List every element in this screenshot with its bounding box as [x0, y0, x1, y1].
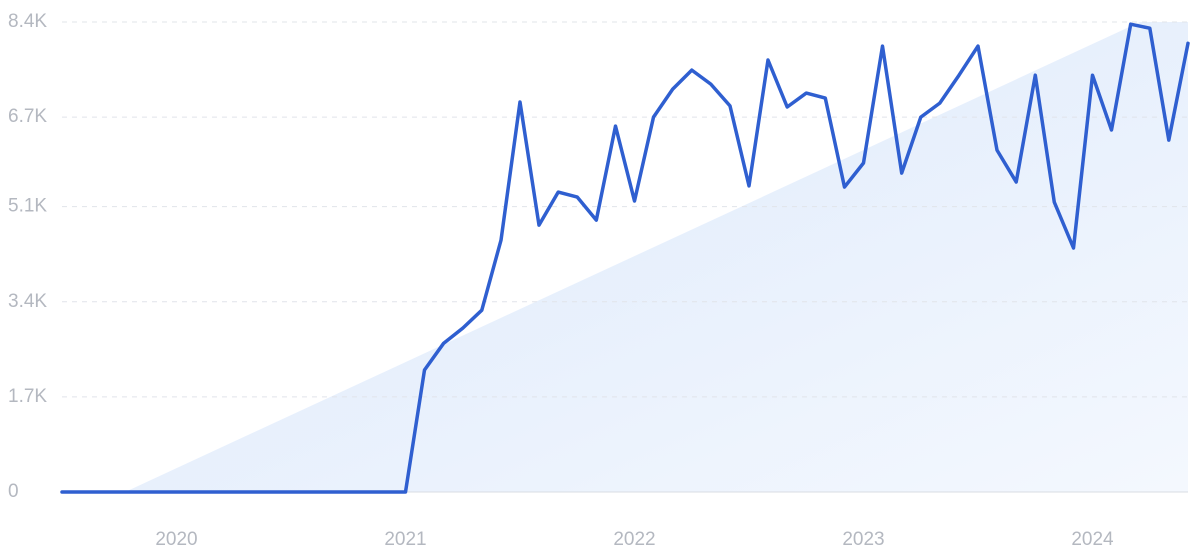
trend-area [125, 22, 1188, 492]
x-tick-label: 2022 [613, 529, 655, 550]
y-tick-label: 6.7K [8, 106, 47, 127]
y-tick-label: 1.7K [8, 386, 47, 407]
x-tick-label: 2021 [384, 529, 426, 550]
y-tick-label: 3.4K [8, 291, 47, 312]
x-tick-label: 2023 [842, 529, 884, 550]
y-tick-label: 5.1K [8, 196, 47, 217]
x-tick-label: 2024 [1071, 529, 1114, 550]
y-tick-label: 8.4K [8, 11, 47, 32]
x-tick-label: 2020 [155, 529, 197, 550]
trend-line [60, 22, 1190, 494]
y-tick-label: 0 [8, 481, 19, 502]
